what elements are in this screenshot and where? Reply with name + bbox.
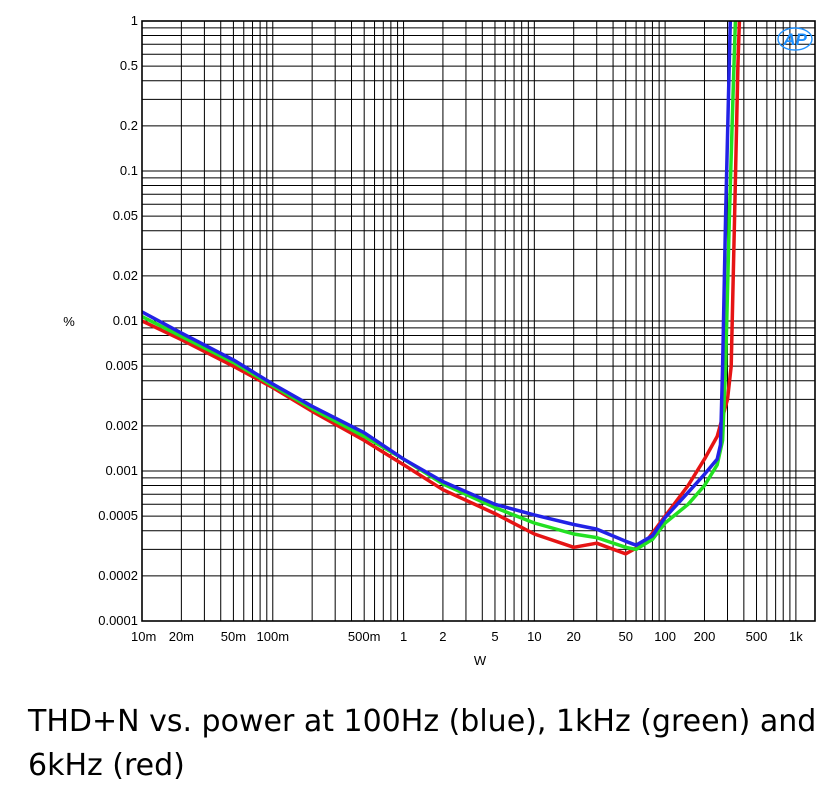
y-tick-label: 0.0005 [98, 508, 138, 523]
y-tick-label: 0.5 [120, 58, 138, 73]
x-tick-label: 50m [221, 629, 246, 644]
series-line-1 [142, 21, 738, 552]
x-tick-label: 10m [131, 629, 156, 644]
series-line-0 [142, 21, 742, 556]
x-tick-labels: 10m 20m 50m 100m 500m 1 2 5 10 20 50 100 200 500 1k [131, 629, 803, 644]
x-tick-label: 100m [257, 629, 290, 644]
chart-background [0, 0, 836, 690]
x-tick-label: 1k [789, 629, 803, 644]
y-tick-label: 0.1 [120, 163, 138, 178]
y-tick-label: 1 [131, 13, 138, 28]
y-tick-label: 0.0001 [98, 613, 138, 628]
x-tick-label: 100 [654, 629, 676, 644]
y-tick-label: 0.05 [113, 208, 138, 223]
y-tick-label: 0.02 [113, 268, 138, 283]
ap-logo: AP [777, 27, 813, 51]
y-tick-labels: 0.0001 0.0002 0.0005 0.001 0.002 0.005 0.01 0.0… [98, 13, 138, 628]
x-tick-label: 20m [169, 629, 194, 644]
x-tick-label: 200 [694, 629, 716, 644]
series-line-2 [142, 21, 733, 547]
x-tick-label: 50 [619, 629, 633, 644]
chart-caption: THD+N vs. power at 100Hz (blue), 1kHz (g… [28, 704, 817, 783]
plot-frame [141, 20, 816, 622]
grid-lines [141, 20, 815, 622]
x-tick-label: 10 [527, 629, 541, 644]
x-tick-label: 5 [491, 629, 498, 644]
y-tick-label: 0.01 [113, 313, 138, 328]
x-tick-label: 2 [439, 629, 446, 644]
y-tick-label: 0.0002 [98, 568, 138, 583]
y-tick-label: 0.2 [120, 118, 138, 133]
x-tick-label: 20 [566, 629, 580, 644]
x-tick-label: 500 [746, 629, 768, 644]
y-tick-label: 0.001 [105, 463, 138, 478]
ap-logo-text: AP [782, 30, 807, 49]
y-tick-label: 0.002 [105, 418, 138, 433]
thd-power-chart: 0.0001 0.0002 0.0005 0.001 0.002 0.005 0.01 0.0… [0, 0, 836, 690]
y-tick-label: 0.005 [105, 358, 138, 373]
series-layer [142, 21, 742, 556]
ap-logo-ring [777, 27, 813, 51]
x-tick-label: 500m [348, 629, 381, 644]
y-axis-title: % [63, 314, 75, 329]
x-tick-label: 1 [400, 629, 407, 644]
x-axis-title: W [474, 653, 487, 668]
